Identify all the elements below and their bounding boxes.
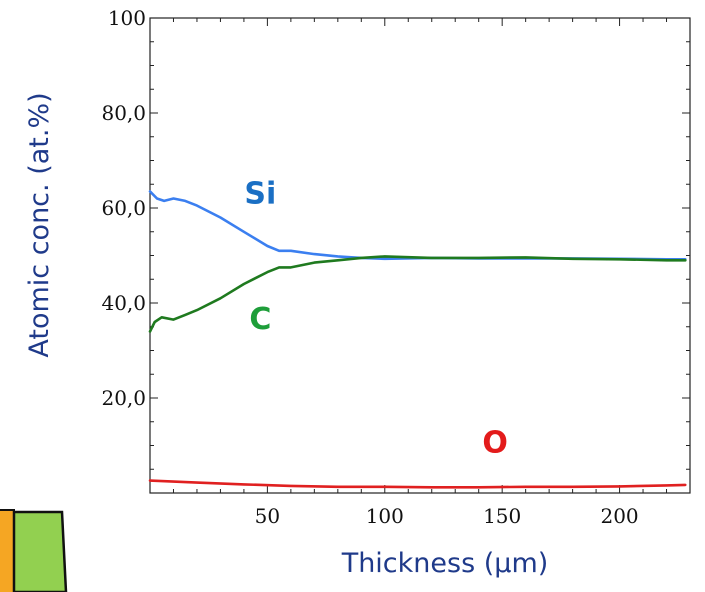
series-label-si: Si [244, 176, 276, 211]
series-layer [148, 190, 687, 489]
x-tick-label: 150 [483, 504, 521, 528]
series-label-c: C [249, 302, 271, 337]
y-tick-label: 20,0 [101, 386, 146, 410]
x-tick-label: 100 [366, 504, 404, 528]
y-tick-label: 40,0 [101, 291, 146, 315]
series-label-o: O [482, 426, 508, 461]
series-line-c [148, 255, 687, 333]
labels-layer: Si C O [244, 176, 507, 460]
y-tick-label: 80,0 [101, 101, 146, 125]
x-tick-label: 200 [600, 504, 638, 528]
decorative-shape [0, 509, 68, 592]
series-line-o [148, 479, 687, 489]
series-line-si [148, 190, 687, 261]
axes: 20,0 40,0 60,0 80,0 100 50 100 150 200 [101, 6, 691, 528]
y-axis-title: Atomic conc. (at.%) [24, 92, 55, 357]
x-axis-title: Thickness (μm) [341, 548, 549, 579]
y-tick-label: 60,0 [101, 196, 146, 220]
x-tick-label: 50 [255, 504, 280, 528]
plot-frame [149, 17, 691, 494]
y-tick-label: 100 [108, 6, 146, 30]
